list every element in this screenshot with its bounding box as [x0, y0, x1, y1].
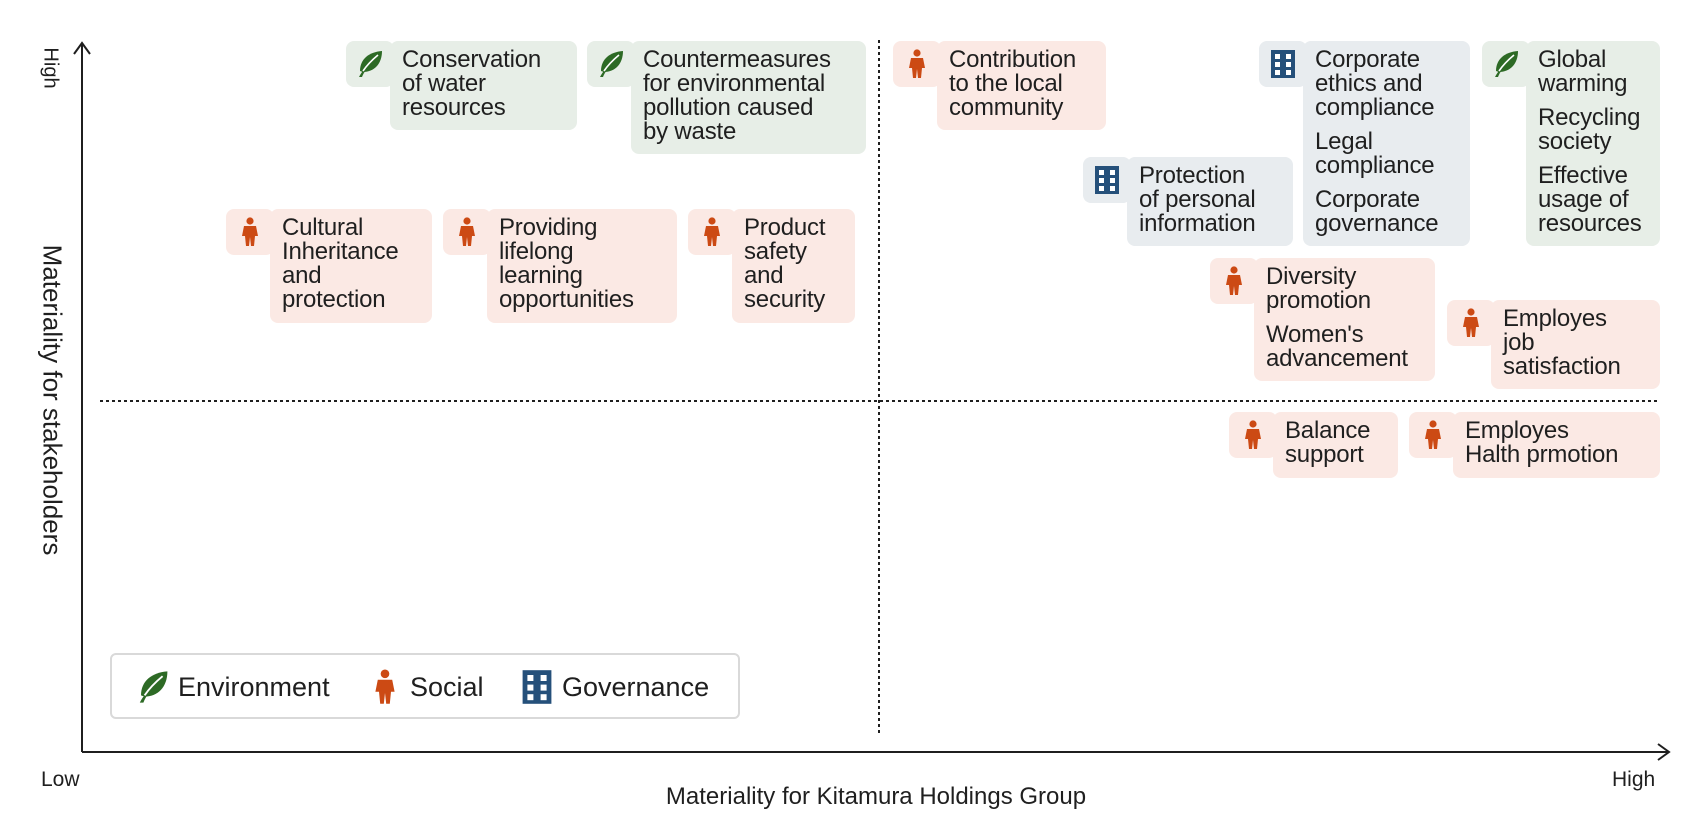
building-icon	[522, 670, 552, 704]
issue-label: Providing lifelong learning opportunities	[499, 214, 634, 313]
issue-conservation-of-water: Conservation of water resources	[346, 41, 577, 130]
category-icon-tab	[893, 41, 941, 87]
y-axis-high-label: High	[39, 47, 62, 89]
issue-label: Balance support	[1285, 417, 1371, 468]
legend-label-social: Social	[410, 671, 484, 702]
person-icon	[459, 217, 475, 246]
building-icon	[1095, 166, 1119, 194]
person-icon	[1226, 266, 1242, 295]
issue-cultural-inheritance: Cultural Inheritance and protection	[226, 209, 432, 323]
issue-text-box: Product safety and security	[732, 209, 855, 323]
issue-label: Corporate governance	[1315, 186, 1439, 237]
issue-label: Diversity promotion	[1266, 263, 1371, 314]
leaf-icon	[139, 671, 168, 703]
x-axis-arrowhead	[1657, 743, 1671, 761]
leaf-icon	[1495, 51, 1518, 77]
legend-entry-environment: Environment	[136, 667, 330, 707]
person-icon	[1245, 420, 1261, 449]
issue-text-box: Global warming Recycling society Effective us…	[1526, 41, 1660, 246]
category-icon-tab	[1210, 258, 1258, 304]
category-icon-tab	[226, 209, 274, 255]
issue-protection-personal-information: Protection of personal information	[1083, 157, 1293, 246]
person-icon	[909, 49, 925, 78]
issue-global-warming-recycling-resources: Global warming Recycling society Effective us…	[1482, 41, 1660, 246]
legend-label-governance: Governance	[562, 671, 710, 702]
category-icon-tab	[443, 209, 491, 255]
issue-text-box: Balance support	[1273, 412, 1398, 478]
category-icon-tab	[1482, 41, 1530, 87]
issue-text-box: Employes job satisfaction	[1491, 300, 1660, 389]
issue-text-box: Diversity promotion Women's advancement	[1254, 258, 1435, 381]
y-axis-title: Materiality for stakeholders	[37, 244, 68, 556]
issue-corporate-ethics-legal-governance: Corporate ethics and compliance Legal compli…	[1259, 41, 1470, 246]
issue-label: Women's advancement	[1266, 321, 1408, 372]
legend: Environment Social Governance	[110, 653, 740, 719]
issue-label: Employes Halth prmotion	[1465, 417, 1619, 468]
issue-text-box: Cultural Inheritance and protection	[270, 209, 432, 323]
category-icon-tab	[1083, 157, 1131, 203]
issue-label: Protection of personal information	[1139, 162, 1256, 237]
issue-employee-health-promotion: Employes Halth prmotion	[1409, 412, 1660, 478]
issue-label: Effective usage of resources	[1538, 162, 1642, 237]
issue-text-box: Contribution to the local community	[937, 41, 1106, 130]
category-icon-tab	[587, 41, 635, 87]
issue-label: Cultural Inheritance and protection	[282, 214, 399, 313]
category-icon-tab	[346, 41, 394, 87]
issue-label: Corporate ethics and compliance	[1315, 46, 1435, 121]
person-icon	[242, 217, 258, 246]
leaf-icon	[359, 51, 382, 77]
issue-label: Employes job satisfaction	[1503, 305, 1621, 380]
leaf-icon	[600, 51, 623, 77]
issue-label: Countermeasures for environmental pollutio…	[643, 46, 831, 145]
issue-text-box: Protection of personal information	[1127, 157, 1293, 246]
legend-entry-governance: Governance	[520, 667, 709, 707]
issue-balance-support: Balance support	[1229, 412, 1398, 478]
category-icon-tab	[1409, 412, 1457, 458]
person-icon	[1463, 308, 1479, 337]
issue-label: Contribution to the local community	[949, 46, 1077, 121]
issue-label: Product safety and security	[744, 214, 826, 313]
person-icon	[1425, 420, 1441, 449]
x-axis-title: Materiality for Kitamura Holdings Group	[665, 783, 1087, 810]
issue-text-box: Corporate ethics and compliance Legal compli…	[1303, 41, 1470, 246]
category-icon-tab	[1447, 300, 1495, 346]
issue-label: Recycling society	[1538, 104, 1641, 155]
category-icon-tab	[688, 209, 736, 255]
issue-contribution-local-community: Contribution to the local community	[893, 41, 1106, 130]
issue-product-safety: Product safety and security	[688, 209, 855, 323]
issue-text-box: Countermeasures for environmental pollutio…	[631, 41, 866, 154]
category-icon-tab	[1259, 41, 1307, 87]
category-icon-tab	[1229, 412, 1277, 458]
issue-employee-job-satisfaction: Employes job satisfaction	[1447, 300, 1660, 389]
person-icon	[704, 217, 720, 246]
issue-lifelong-learning: Providing lifelong learning opportunities	[443, 209, 677, 323]
issue-label: Legal compliance	[1315, 128, 1435, 179]
y-axis-arrowhead	[73, 41, 91, 55]
issue-diversity-women-advancement: Diversity promotion Women's advancement	[1210, 258, 1435, 381]
issue-label: Global warming	[1538, 46, 1628, 97]
person-icon	[375, 669, 395, 704]
issue-label: Conservation of water resources	[402, 46, 542, 121]
issue-countermeasures-pollution: Countermeasures for environmental pollutio…	[587, 41, 866, 154]
legend-entry-social: Social	[368, 667, 484, 707]
issue-text-box: Employes Halth prmotion	[1453, 412, 1660, 478]
building-icon	[1271, 50, 1295, 78]
legend-label-environment: Environment	[178, 671, 330, 702]
x-axis-low-label: Low	[41, 768, 80, 791]
issue-text-box: Providing lifelong learning opportunities	[487, 209, 677, 323]
issue-text-box: Conservation of water resources	[390, 41, 577, 130]
x-axis-high-label: High	[1612, 768, 1656, 791]
